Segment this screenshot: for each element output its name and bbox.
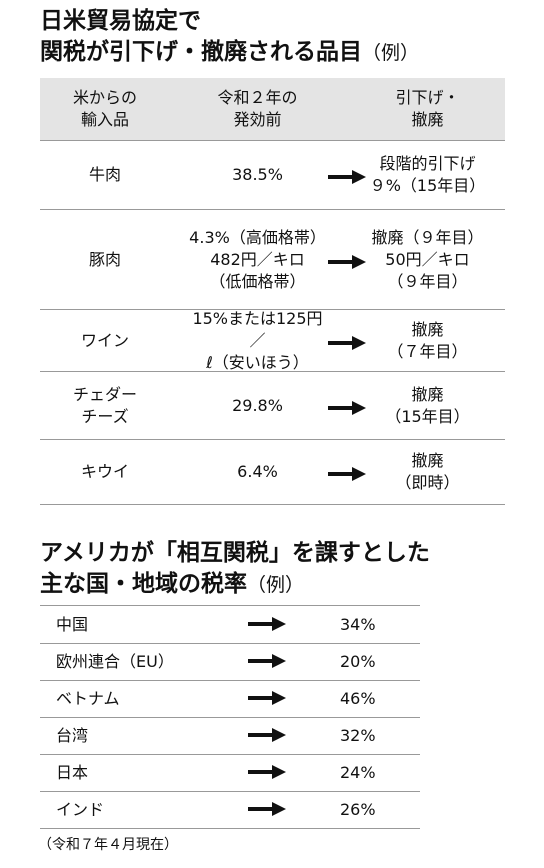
table-cell: 段階的引下げ ９%（15年目） bbox=[369, 153, 486, 195]
table-cell: ベトナム bbox=[56, 688, 120, 708]
table-cell: 中国 bbox=[56, 614, 89, 634]
table-cell: 撤廃 （15年目） bbox=[385, 384, 470, 426]
table-cell: 32% bbox=[340, 725, 376, 745]
arrow bbox=[248, 802, 286, 816]
table-cell: 日本 bbox=[56, 762, 89, 782]
title-suffix: （例） bbox=[247, 574, 305, 596]
arrow bbox=[328, 400, 366, 415]
table-cell: 38.5% bbox=[232, 164, 283, 184]
title-text: 関税が引下げ・撤廃される品目 bbox=[40, 39, 362, 65]
title: 主な国・地域の税率（例） bbox=[40, 569, 304, 601]
table-cell: 29.8% bbox=[232, 395, 283, 415]
table-cell: 撤廃 （７年目） bbox=[387, 319, 468, 361]
footnote: （令和７年４月現在） bbox=[38, 837, 178, 853]
table-row: 欧州連合（EU） 20% bbox=[40, 643, 420, 681]
table-cell: チェダー チーズ bbox=[72, 384, 137, 426]
title-text: 主な国・地域の税率 bbox=[40, 571, 247, 597]
table-row: 牛肉 38.5% 段階的引下げ ９%（15年目） bbox=[40, 140, 505, 210]
rate-table: 中国 34% 欧州連合（EU） 20% ベトナム 46% 台湾 32% 日本 24% インド 26% bbox=[40, 605, 420, 829]
table-cell: 46% bbox=[340, 688, 376, 708]
arrow bbox=[248, 728, 286, 742]
table-row: 日本 24% bbox=[40, 754, 420, 792]
title: 日米貿易協定で bbox=[40, 8, 201, 34]
table-cell: キウイ bbox=[80, 462, 129, 481]
table-cell: 20% bbox=[340, 651, 376, 671]
table-cell: 台湾 bbox=[56, 725, 89, 745]
table-cell: 豚肉 bbox=[88, 249, 121, 269]
title: 関税が引下げ・撤廃される品目（例） bbox=[40, 37, 419, 69]
table-row: チェダー チーズ 29.8% 撤廃 （15年目） bbox=[40, 372, 505, 440]
table-cell: 24% bbox=[340, 762, 376, 782]
table-row: ワイン 15%または125円／ ℓ（安いほう） 撤廃 （７年目） bbox=[40, 308, 505, 372]
table-cell: 撤廃（９年目） 50円／キロ （９年目） bbox=[371, 227, 484, 291]
table-cell: 撤廃 （即時） bbox=[395, 451, 460, 492]
arrow bbox=[328, 254, 366, 269]
table-row: ベトナム 46% bbox=[40, 680, 420, 718]
header-cell: 令和２年の 発効前 bbox=[217, 88, 298, 129]
table-row: 中国 34% bbox=[40, 606, 420, 644]
table-cell: ワイン bbox=[80, 330, 129, 350]
table-cell: 6.4% bbox=[237, 462, 278, 481]
table-row: 豚肉 4.3%（高価格帯） 482円／キロ （低価格帯） 撤廃（９年目） 50円／キ… bbox=[40, 210, 505, 310]
title: アメリカが「相互関税」を課すとした bbox=[40, 540, 430, 566]
table-cell: 欧州連合（EU） bbox=[56, 651, 174, 671]
arrow bbox=[248, 765, 286, 779]
arrow bbox=[328, 335, 366, 350]
table-row: キウイ 6.4% 撤廃 （即時） bbox=[40, 440, 505, 505]
table-cell: 26% bbox=[340, 799, 376, 819]
title-suffix: （例） bbox=[362, 42, 420, 64]
arrow bbox=[328, 169, 366, 184]
header-row: 米からの 輸入品 令和２年の 発効前 引下げ・ 撤廃 bbox=[40, 78, 505, 141]
table-row: インド 26% bbox=[40, 791, 420, 829]
arrow bbox=[328, 467, 366, 481]
table-cell: 34% bbox=[340, 614, 376, 634]
arrow bbox=[248, 617, 286, 631]
table-row: 台湾 32% bbox=[40, 717, 420, 755]
arrow bbox=[248, 691, 286, 705]
header-cell: 米からの 輸入品 bbox=[72, 88, 137, 129]
table-cell: 牛肉 bbox=[88, 164, 121, 184]
arrow bbox=[248, 654, 286, 668]
header-cell: 引下げ・ 撤廃 bbox=[395, 88, 460, 129]
table-cell: インド bbox=[56, 799, 105, 819]
table-cell: 15%または125円／ ℓ（安いほう） bbox=[192, 308, 323, 372]
table-cell: 4.3%（高価格帯） 482円／キロ （低価格帯） bbox=[189, 227, 326, 291]
